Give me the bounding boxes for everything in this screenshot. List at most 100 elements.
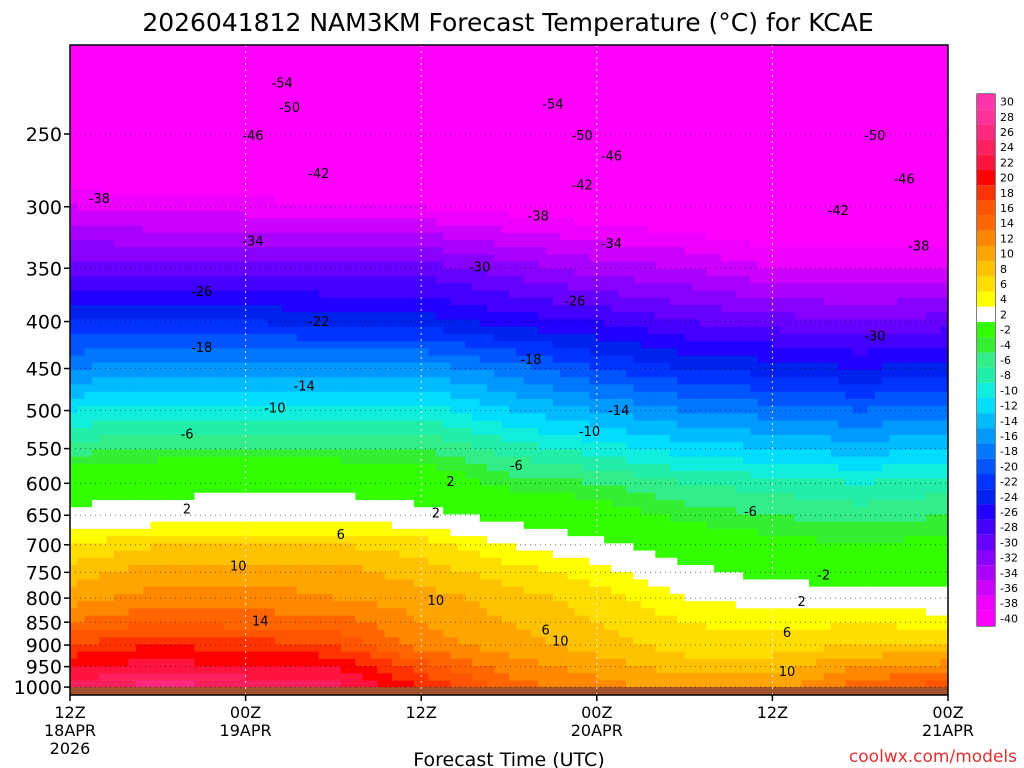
temperature-cell bbox=[201, 124, 210, 133]
temperature-cell bbox=[333, 254, 342, 263]
temperature-cell bbox=[289, 283, 298, 292]
temperature-cell bbox=[421, 615, 430, 624]
temperature-cell bbox=[282, 333, 291, 342]
temperature-cell bbox=[282, 550, 291, 559]
temperature-cell bbox=[421, 153, 430, 162]
temperature-cell bbox=[179, 427, 188, 436]
temperature-cell bbox=[428, 579, 437, 588]
temperature-cell bbox=[209, 456, 217, 465]
temperature-cell bbox=[333, 261, 342, 270]
temperature-cell bbox=[311, 463, 320, 472]
temperature-cell bbox=[348, 160, 356, 169]
temperature-cell bbox=[91, 196, 100, 205]
temperature-cell bbox=[106, 138, 115, 147]
temperature-cell bbox=[230, 305, 239, 313]
temperature-cell bbox=[121, 550, 130, 559]
temperature-cell bbox=[216, 579, 225, 588]
temperature-cell bbox=[201, 261, 210, 270]
temperature-cell bbox=[106, 658, 115, 667]
temperature-cell bbox=[209, 593, 217, 602]
temperature-cell bbox=[245, 203, 254, 212]
temperature-cell bbox=[450, 384, 459, 393]
temperature-cell bbox=[274, 536, 283, 544]
temperature-cell bbox=[172, 579, 181, 588]
temperature-cell bbox=[450, 297, 459, 306]
temperature-cell bbox=[355, 507, 364, 516]
temperature-cell bbox=[245, 138, 254, 147]
temperature-cell bbox=[91, 297, 100, 306]
temperature-cell bbox=[384, 110, 393, 118]
temperature-cell bbox=[128, 500, 137, 508]
temperature-cell bbox=[450, 146, 459, 154]
temperature-cell bbox=[304, 370, 313, 378]
temperature-cell bbox=[406, 276, 415, 284]
temperature-cell bbox=[384, 261, 393, 270]
temperature-cell bbox=[135, 673, 144, 682]
temperature-cell bbox=[413, 175, 422, 183]
temperature-cell bbox=[457, 247, 466, 256]
temperature-cell bbox=[172, 478, 181, 487]
temperature-cell bbox=[216, 247, 225, 256]
temperature-cell bbox=[267, 225, 276, 234]
temperature-cell bbox=[194, 297, 203, 306]
temperature-cell bbox=[457, 73, 466, 82]
temperature-cell bbox=[245, 211, 254, 219]
temperature-cell bbox=[450, 59, 459, 68]
temperature-cell bbox=[472, 189, 481, 198]
temperature-cell bbox=[413, 435, 422, 443]
temperature-cell bbox=[421, 427, 430, 436]
temperature-cell bbox=[113, 362, 122, 371]
temperature-cell bbox=[113, 601, 122, 609]
temperature-cell bbox=[362, 333, 371, 342]
temperature-cell bbox=[267, 644, 276, 653]
temperature-cell bbox=[179, 550, 188, 559]
temperature-cell bbox=[165, 348, 174, 357]
temperature-cell bbox=[172, 276, 181, 284]
temperature-cell bbox=[91, 413, 100, 422]
temperature-cell bbox=[311, 189, 320, 198]
temperature-cell bbox=[465, 247, 474, 256]
temperature-cell bbox=[150, 456, 159, 465]
temperature-cell bbox=[318, 622, 327, 631]
temperature-cell bbox=[194, 305, 203, 313]
temperature-cell bbox=[209, 355, 217, 364]
temperature-cell bbox=[450, 117, 459, 126]
temperature-cell bbox=[179, 593, 188, 602]
temperature-cell bbox=[435, 102, 444, 111]
temperature-cell bbox=[172, 572, 181, 581]
temperature-cell bbox=[150, 297, 159, 306]
temperature-cell bbox=[77, 146, 86, 154]
temperature-cell bbox=[91, 586, 100, 595]
temperature-cell bbox=[457, 398, 466, 407]
temperature-cell bbox=[362, 586, 371, 595]
temperature-cell bbox=[457, 167, 466, 176]
temperature-cell bbox=[179, 348, 188, 357]
temperature-cell bbox=[362, 59, 371, 68]
temperature-cell bbox=[230, 622, 239, 631]
temperature-cell bbox=[399, 500, 408, 508]
temperature-cell bbox=[179, 514, 188, 523]
temperature-cell bbox=[99, 666, 108, 674]
temperature-cell bbox=[252, 651, 261, 660]
temperature-cell bbox=[77, 160, 86, 169]
temperature-cell bbox=[172, 557, 181, 566]
temperature-cell bbox=[245, 305, 254, 313]
temperature-cell bbox=[267, 52, 276, 61]
temperature-cell bbox=[157, 680, 166, 689]
temperature-cell bbox=[377, 572, 386, 581]
temperature-cell bbox=[413, 680, 422, 689]
temperature-cell bbox=[326, 543, 334, 552]
temperature-cell bbox=[91, 478, 100, 487]
temperature-cell bbox=[84, 514, 93, 523]
temperature-cell bbox=[443, 182, 452, 191]
temperature-cell bbox=[84, 384, 93, 393]
temperature-cell bbox=[443, 528, 452, 537]
temperature-cell bbox=[465, 297, 474, 306]
temperature-cell bbox=[143, 182, 152, 191]
temperature-cell bbox=[282, 268, 291, 277]
temperature-cell bbox=[443, 557, 452, 566]
temperature-cell bbox=[465, 391, 474, 400]
temperature-cell bbox=[165, 268, 174, 277]
temperature-cell bbox=[311, 391, 320, 400]
temperature-cell bbox=[377, 644, 386, 653]
